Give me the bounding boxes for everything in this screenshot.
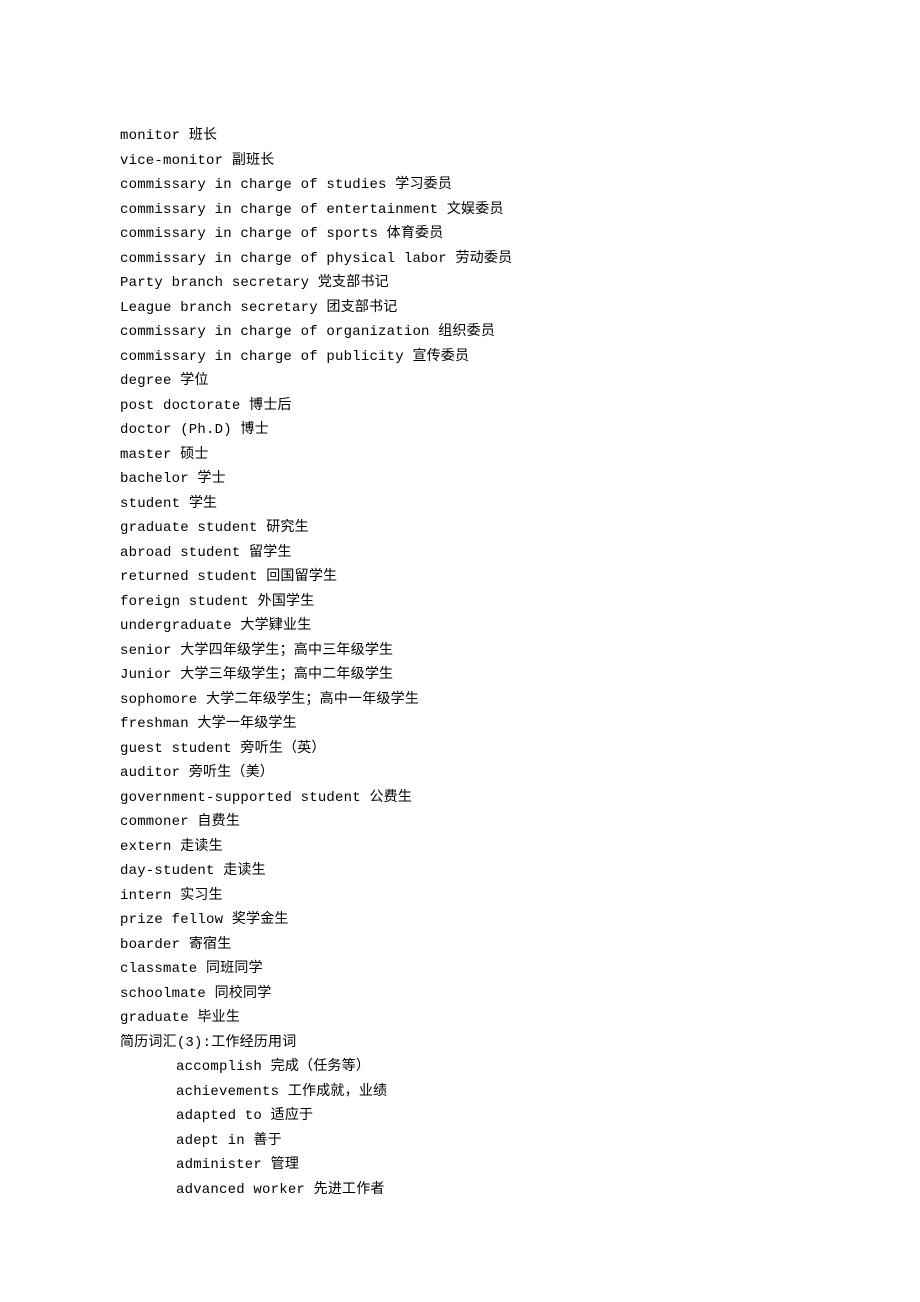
- text-line: commissary in charge of studies 学习委员: [120, 173, 920, 198]
- text-line: student 学生: [120, 492, 920, 517]
- text-line: adapted to 适应于: [120, 1104, 920, 1129]
- text-line: post doctorate 博士后: [120, 394, 920, 419]
- text-line: doctor (Ph.D) 博士: [120, 418, 920, 443]
- text-line: schoolmate 同校同学: [120, 982, 920, 1007]
- text-line: monitor 班长: [120, 124, 920, 149]
- text-line: master 硕士: [120, 443, 920, 468]
- text-line: vice-monitor 副班长: [120, 149, 920, 174]
- text-line: League branch secretary 团支部书记: [120, 296, 920, 321]
- text-line: extern 走读生: [120, 835, 920, 860]
- text-line: freshman 大学一年级学生: [120, 712, 920, 737]
- text-line: abroad student 留学生: [120, 541, 920, 566]
- text-line: classmate 同班同学: [120, 957, 920, 982]
- text-line: graduate student 研究生: [120, 516, 920, 541]
- text-line: government-supported student 公费生: [120, 786, 920, 811]
- text-line: day-student 走读生: [120, 859, 920, 884]
- text-line: bachelor 学士: [120, 467, 920, 492]
- text-line: undergraduate 大学肄业生: [120, 614, 920, 639]
- text-line: administer 管理: [120, 1153, 920, 1178]
- text-line: returned student 回国留学生: [120, 565, 920, 590]
- text-line: commoner 自费生: [120, 810, 920, 835]
- text-line: guest student 旁听生（英）: [120, 737, 920, 762]
- text-line: senior 大学四年级学生；高中三年级学生: [120, 639, 920, 664]
- text-line: commissary in charge of sports 体育委员: [120, 222, 920, 247]
- document-page: monitor 班长vice-monitor 副班长commissary in …: [0, 0, 920, 1202]
- text-line: achievements 工作成就，业绩: [120, 1080, 920, 1105]
- text-line: commissary in charge of physical labor 劳…: [120, 247, 920, 272]
- text-line: degree 学位: [120, 369, 920, 394]
- text-line: boarder 寄宿生: [120, 933, 920, 958]
- text-line: prize fellow 奖学金生: [120, 908, 920, 933]
- text-line: commissary in charge of entertainment 文娱…: [120, 198, 920, 223]
- text-line: advanced worker 先进工作者: [120, 1178, 920, 1203]
- text-line: 简历词汇(3):工作经历用词: [120, 1031, 920, 1056]
- text-line: adept in 善于: [120, 1129, 920, 1154]
- text-line: Junior 大学三年级学生；高中二年级学生: [120, 663, 920, 688]
- text-line: accomplish 完成（任务等）: [120, 1055, 920, 1080]
- text-line: Party branch secretary 党支部书记: [120, 271, 920, 296]
- text-line: graduate 毕业生: [120, 1006, 920, 1031]
- text-line: auditor 旁听生（美）: [120, 761, 920, 786]
- text-line: intern 实习生: [120, 884, 920, 909]
- text-line: sophomore 大学二年级学生；高中一年级学生: [120, 688, 920, 713]
- text-line: commissary in charge of organization 组织委…: [120, 320, 920, 345]
- text-line: commissary in charge of publicity 宣传委员: [120, 345, 920, 370]
- text-line: foreign student 外国学生: [120, 590, 920, 615]
